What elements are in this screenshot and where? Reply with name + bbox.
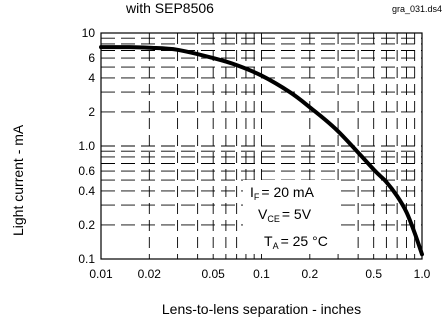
y-tick-label: 4	[88, 71, 95, 85]
x-axis-label: Lens-to-lens separation - inches	[161, 301, 362, 317]
y-tick-label: 10	[82, 26, 96, 40]
data-point	[288, 90, 292, 94]
data-point	[127, 45, 131, 49]
data-point	[413, 231, 417, 235]
data-point	[404, 210, 408, 214]
x-tick-label: 0.2	[301, 267, 318, 281]
y-tick-label: 0.1	[78, 252, 95, 266]
x-tick-labels: 0.01 0.02 0.05 0.1 0.2 0.5 1.0	[89, 267, 430, 281]
y-tick-label: 0.4	[78, 184, 95, 198]
data-point	[420, 252, 424, 256]
y-tick-label: 6	[88, 51, 95, 65]
grid-lines	[101, 33, 422, 259]
y-axis-label: Light current - mA	[10, 124, 26, 236]
data-point	[99, 45, 103, 49]
conditions-annotation: IF = 20 mA VCE = 5V TA = 25 °C	[243, 180, 341, 253]
y-tick-label: 0.6	[78, 164, 95, 178]
data-point	[211, 56, 215, 60]
data-point	[384, 180, 388, 184]
y-tick-label: 0.2	[78, 218, 95, 232]
chart-title: with SEP8506	[126, 0, 214, 16]
x-tick-label: 0.1	[253, 267, 270, 281]
x-tick-label: 1.0	[414, 267, 431, 281]
data-point	[395, 194, 399, 198]
data-point	[308, 105, 312, 109]
x-tick-label: 0.5	[365, 267, 382, 281]
series-points	[99, 45, 424, 256]
data-point	[372, 167, 376, 171]
y-tick-label: 2	[88, 105, 95, 119]
annotation-box	[243, 180, 341, 253]
condition-ta: TA = 25 °C	[264, 233, 328, 251]
condition-vce: VCE = 5V	[258, 206, 312, 224]
plot-frame	[100, 32, 423, 260]
data-point	[147, 46, 151, 50]
series-line	[99, 45, 424, 257]
condition-if: IF = 20 mA	[250, 184, 315, 202]
data-point	[336, 129, 340, 133]
y-tick-labels: 10 6 4 2 1.0 0.6 0.4 0.2 0.1	[78, 26, 95, 266]
y-tick-label: 1.0	[78, 139, 95, 153]
x-tick-label: 0.01	[89, 267, 113, 281]
x-tick-label: 0.02	[138, 267, 162, 281]
data-point	[235, 63, 239, 67]
data-point	[260, 74, 263, 78]
x-tick-label: 0.05	[202, 267, 226, 281]
data-point	[176, 48, 180, 52]
file-tag: gra_031.ds4	[391, 4, 442, 14]
